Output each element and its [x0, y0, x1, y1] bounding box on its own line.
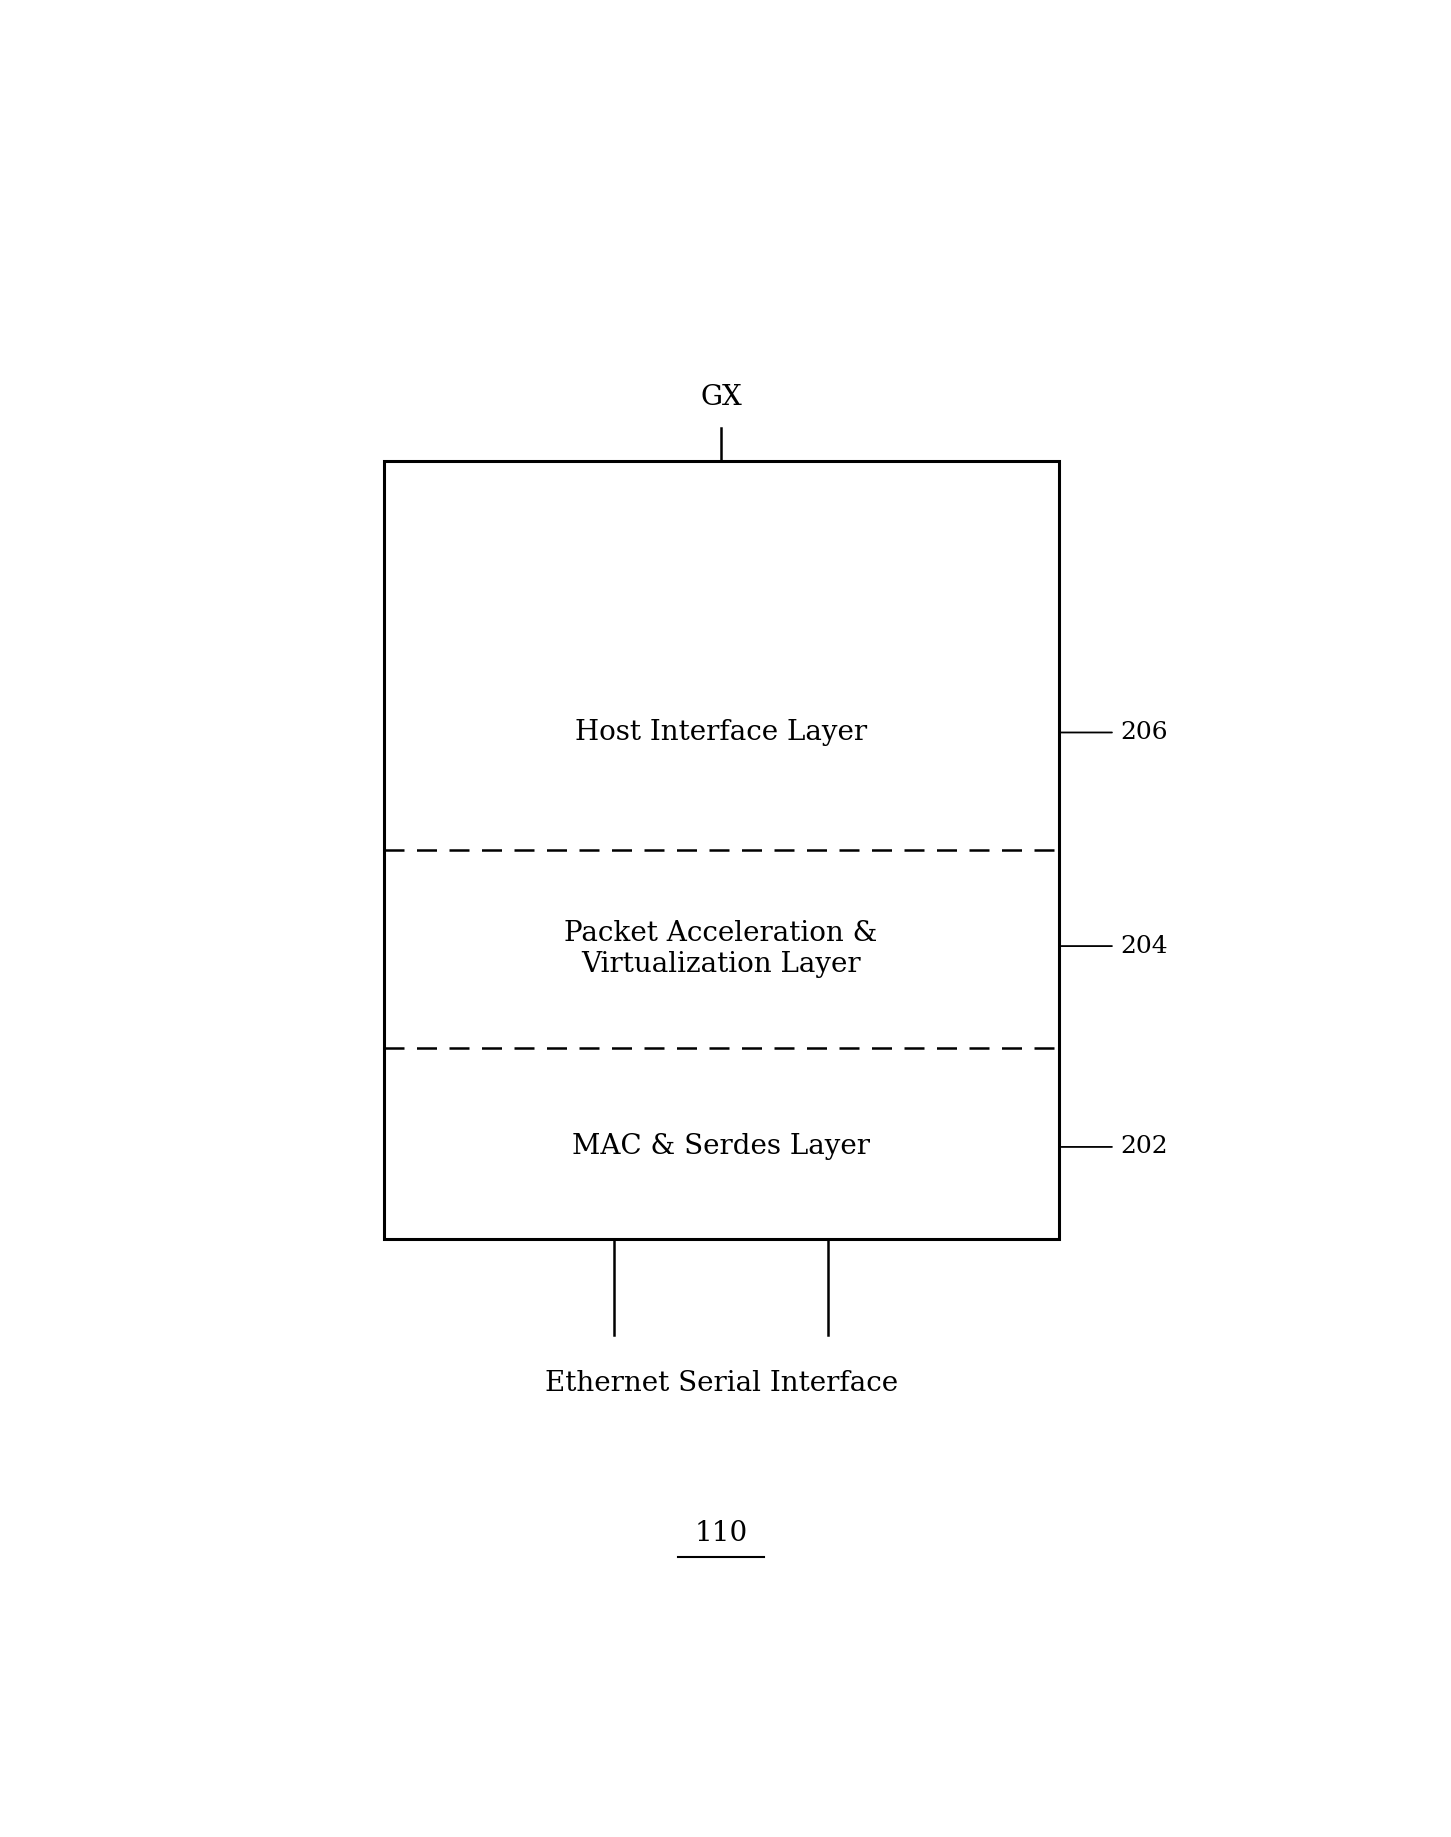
Text: MAC & Serdes Layer: MAC & Serdes Layer [572, 1133, 871, 1161]
Text: 202: 202 [1120, 1135, 1168, 1159]
Text: Packet Acceleration &
Virtualization Layer: Packet Acceleration & Virtualization Lay… [564, 920, 878, 977]
Text: 206: 206 [1120, 720, 1168, 744]
Text: Ethernet Serial Interface: Ethernet Serial Interface [544, 1370, 898, 1396]
Text: GX: GX [701, 384, 741, 411]
Text: 204: 204 [1120, 935, 1168, 957]
Text: Host Interface Layer: Host Interface Layer [575, 718, 868, 746]
Text: 110: 110 [695, 1519, 747, 1547]
